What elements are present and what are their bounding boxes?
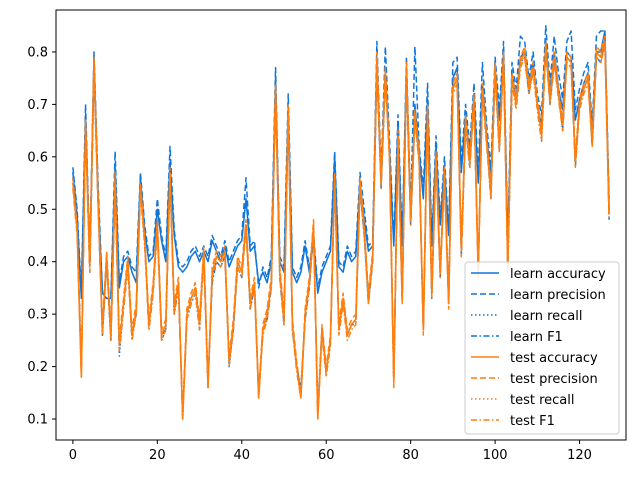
x-tick-label: 120 xyxy=(567,448,592,463)
legend-label: learn accuracy xyxy=(510,267,606,282)
plot-frame xyxy=(55,9,627,441)
y-axis: 0.1 0.2 0.3 0.4 0.5 0.6 0.7 0.8 xyxy=(27,45,56,428)
series-layer xyxy=(72,24,610,420)
x-tick-label: 20 xyxy=(149,448,166,463)
legend-label: learn recall xyxy=(510,309,582,324)
y-tick-label: 0.3 xyxy=(27,308,48,323)
series-line-test-precision xyxy=(72,35,610,415)
y-tick-label: 0.1 xyxy=(27,413,48,428)
legend-label: test precision xyxy=(510,372,598,387)
y-tick-label: 0.7 xyxy=(27,98,48,113)
series-line-test-recall xyxy=(72,40,610,420)
y-tick-label: 0.2 xyxy=(27,360,48,375)
series-line-test-f1 xyxy=(72,45,610,420)
legend-label: test F1 xyxy=(510,414,555,429)
x-tick-label: 0 xyxy=(69,448,77,463)
legend: learn accuracy learn precision learn recal… xyxy=(464,261,620,435)
legend-label: test recall xyxy=(510,393,575,408)
x-tick-label: 60 xyxy=(318,448,335,463)
legend-label: test accuracy xyxy=(510,351,598,366)
x-tick-label: 40 xyxy=(234,448,251,463)
x-tick-label: 80 xyxy=(402,448,419,463)
x-axis: 0 20 40 60 80 100 120 xyxy=(69,440,592,463)
series-line-learn-precision xyxy=(72,24,610,300)
legend-box xyxy=(464,261,620,435)
y-tick-label: 0.8 xyxy=(27,45,48,60)
y-tick-label: 0.6 xyxy=(27,150,48,165)
legend-label: learn F1 xyxy=(510,330,563,345)
legend-label: learn precision xyxy=(510,288,606,303)
x-tick-label: 100 xyxy=(483,448,508,463)
y-tick-label: 0.5 xyxy=(27,203,48,218)
y-tick-label: 0.4 xyxy=(27,255,48,270)
